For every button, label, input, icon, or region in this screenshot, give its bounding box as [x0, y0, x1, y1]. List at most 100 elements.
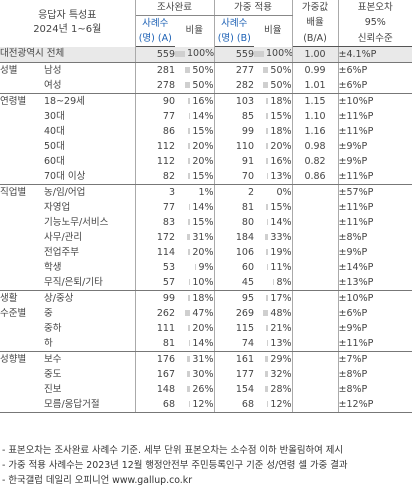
cases-b-value-cell: 282	[214, 78, 255, 94]
ratio-b-value-cell: 17%	[254, 290, 293, 306]
cases-b-value: 115	[235, 322, 255, 334]
cases-b-value: 161	[235, 353, 255, 365]
table-row: 성별 남성 281 50% 277 50% 0.99 ±6%P	[0, 62, 412, 78]
ratio-bar	[188, 173, 191, 179]
ratio-b-value-cell: 48%	[254, 306, 293, 321]
row-label-cell: 70대 이상	[44, 169, 136, 185]
ratio-bar	[266, 128, 269, 134]
weight-factor-value-cell	[292, 275, 339, 291]
ratio-a-value: 1%	[198, 186, 214, 198]
row-group-label-cell	[0, 154, 44, 169]
table-row: 성향별 보수 176 31% 161 29% ±7%P	[0, 351, 412, 368]
ratio-b-value-cell: 18%	[254, 93, 293, 109]
row-label-cell: 모름/응답거절	[44, 397, 136, 413]
row-group-label-cell: 대전광역시 전체	[0, 46, 136, 63]
cases-a-value: 148	[156, 383, 176, 395]
confidence-value: ±13%P	[338, 276, 374, 288]
row-group-label: 성향별	[0, 353, 27, 365]
cases-a-value: 86	[162, 125, 176, 137]
ratio-bar	[266, 98, 269, 104]
ratio-a-value: 50%	[192, 64, 214, 76]
ratio-b-value: 8%	[276, 276, 292, 288]
row-label-cell: 사무/관리	[44, 230, 136, 245]
cases-a-value: 176	[156, 353, 176, 365]
weight-factor-value-cell	[292, 230, 339, 245]
ratio-b-value-cell: 13%	[254, 336, 293, 352]
weight-factor-value-cell	[292, 200, 339, 215]
confidence-value: ±7%P	[338, 353, 368, 365]
confidence-value-cell: ±8%P	[338, 230, 412, 245]
ratio-bar	[266, 249, 269, 255]
confidence-value-cell: ±6%P	[338, 306, 412, 321]
ratio-b-value: 18%	[270, 95, 292, 107]
weight-factor-value: 0.98	[304, 140, 326, 152]
row-label-cell: 남성	[44, 62, 136, 78]
confidence-value: ±12%P	[338, 398, 374, 410]
cases-a-value-cell: 112	[135, 139, 175, 154]
row-label: 여성	[44, 79, 62, 91]
cases-b-value-cell: 161	[214, 352, 254, 368]
ratio-b-value: 50%	[270, 79, 292, 91]
ratio-b-value: 21%	[270, 322, 292, 334]
footnote: - 한국갤럽 데일리 오피니언 www.gallup.co.kr	[2, 475, 193, 486]
ratio-bar	[189, 401, 191, 407]
ratio-bar	[188, 158, 191, 164]
cases-b-value: 95	[241, 292, 255, 304]
total-row: 대전광역시 전체 559 100% 559 100% 1.00 ±4.1%P	[0, 46, 413, 63]
ratio-bar	[195, 264, 197, 270]
ratio-b-value-cell: 28%	[254, 382, 293, 397]
confidence-value: ±9%P	[338, 155, 368, 167]
cases-a-value: 111	[156, 322, 176, 334]
ratio-a-value: 16%	[192, 95, 214, 107]
row-group-label-cell	[0, 382, 44, 397]
ratio-a-value-cell: 50%	[175, 62, 215, 78]
ratio-bar	[265, 356, 269, 362]
table-row: 직업별 농/임/어업 3 1% 2 0% ±57%P	[0, 184, 412, 200]
table-row: 생활 상/중상 99 18% 95 17% ±10%P	[0, 290, 412, 306]
ratio-a-value: 50%	[192, 79, 214, 91]
ratio-a-value: 18%	[192, 292, 214, 304]
ratio-bar	[267, 340, 269, 346]
weighted-group-header: 가중 적용	[214, 0, 293, 16]
row-group-label-cell: 성향별	[0, 352, 44, 368]
cases-a-value: 81	[162, 337, 176, 349]
table-row: 기능노무/서비스 83 15% 80 14% ±11%P	[0, 215, 412, 230]
ratio-a-value-cell: 15%	[175, 169, 215, 185]
row-group-label-cell: 수준별	[0, 306, 44, 321]
weight-factor-value-cell	[292, 245, 339, 260]
ratio-bar	[266, 143, 269, 149]
ratio-bar	[187, 386, 191, 392]
row-label: 중하	[44, 322, 62, 334]
cases-b-value: 2	[247, 186, 255, 198]
cases-b-value: 91	[241, 155, 255, 167]
row-group-label: 성별	[0, 64, 18, 76]
confidence-value: ±11%P	[338, 201, 374, 213]
table-row: 진보 148 26% 154 28% ±8%P	[0, 382, 412, 397]
weight-factor-value-cell: 1.10	[292, 109, 339, 124]
row-label-cell: 농/임/어업	[44, 184, 136, 200]
cases-b-value-cell: 80	[214, 215, 254, 230]
ratio-b-value: 15%	[270, 201, 292, 213]
confidence-value: ±9%P	[338, 140, 368, 152]
ratio-bar	[266, 325, 269, 331]
cases-a-value-cell: 82	[135, 169, 176, 185]
ratio-a-value-cell: 18%	[175, 290, 215, 306]
ratio-bar	[187, 371, 191, 377]
ratio-a-value-cell: 20%	[175, 154, 215, 169]
confidence-value: ±11%P	[338, 337, 374, 349]
ratio-bar	[188, 219, 191, 225]
cases-b-value: 184	[235, 231, 255, 243]
ratio-b-value: 13%	[270, 170, 292, 182]
confidence-value: ±8%P	[338, 231, 368, 243]
table-row: 자영업 77 14% 81 15% ±11%P	[0, 200, 412, 215]
confidence-value: ±9%P	[338, 322, 368, 334]
ratio-bar	[267, 264, 269, 270]
row-group-label-cell	[0, 169, 44, 185]
cases-a-value-cell: 559	[135, 46, 176, 63]
weight-factor-header: 가중값	[292, 0, 339, 16]
confidence-value-cell: ±12%P	[338, 397, 413, 413]
confidence-value: ±6%P	[338, 64, 368, 76]
ratio-a-value: 15%	[192, 125, 214, 137]
cases-a-value: 3	[168, 186, 176, 198]
row-label: 자영업	[44, 201, 71, 213]
